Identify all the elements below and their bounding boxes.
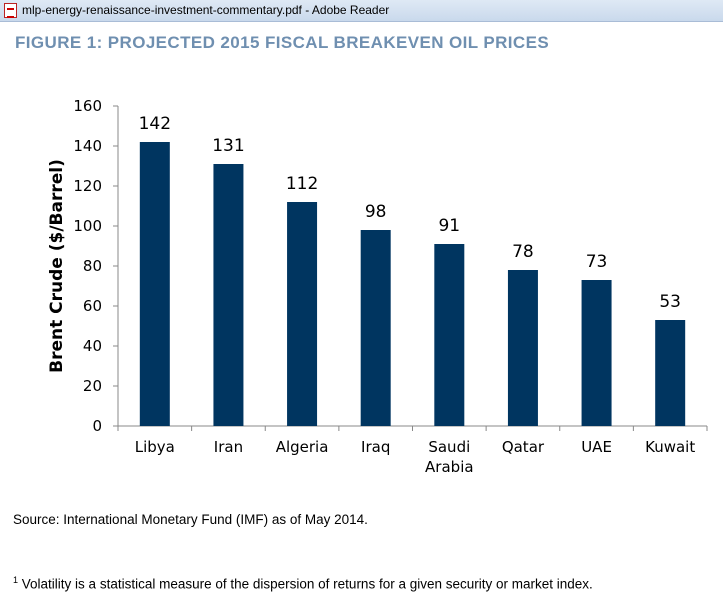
data-label: 78 [512,242,534,262]
y-tick-label: 120 [73,177,102,195]
pdf-icon [4,3,17,18]
y-tick-label: 100 [73,217,102,235]
footnote-marker: 1 [13,575,19,585]
figure-title: FIGURE 1: PROJECTED 2015 FISCAL BREAKEVE… [15,33,550,52]
footnote-text: Volatility is a statistical measure of t… [21,576,593,592]
bar [139,142,170,426]
data-label: 131 [212,136,244,156]
window-title: mlp-energy-renaissance-investment-commen… [22,3,390,17]
data-label: 112 [286,174,318,194]
window-title-bar: mlp-energy-renaissance-investment-commen… [0,0,723,22]
bar [581,280,612,426]
bar [213,164,244,426]
y-tick-label: 160 [73,97,102,115]
x-tick-label: Kuwait [645,438,695,456]
bar [287,202,318,426]
y-axis-title: Brent Crude ($/Barrel) [47,159,67,373]
source-note: Source: International Monetary Fund (IMF… [13,512,368,527]
y-tick-label: 40 [83,337,102,355]
data-label: 142 [139,114,171,134]
y-tick-label: 80 [83,257,102,275]
y-tick-label: 60 [83,297,102,315]
x-tick-label: Qatar [502,438,545,456]
x-tick-label: Iraq [361,438,390,456]
bar [655,320,686,426]
x-tick-label: Saudi Arabia [425,438,474,476]
bar-chart: 0 20 40 60 80 100 120 140 160 142 Libya 131 Iran 112 A… [47,97,708,476]
data-label: 98 [365,202,387,222]
y-tick-label: 140 [73,137,102,155]
x-tick-label: UAE [581,438,612,456]
x-tick-label: Libya [135,438,175,456]
data-label: 73 [586,252,608,272]
x-tick-label: Iran [214,438,243,456]
data-label: 53 [659,292,681,312]
bar [507,270,538,426]
y-tick-label: 20 [83,377,102,395]
data-label: 91 [438,216,460,236]
y-tick-label: 0 [92,417,102,435]
footnote: 1 Volatility is a statistical measure of… [13,575,593,592]
bar [360,230,391,426]
x-tick-label: Algeria [276,438,329,456]
bar [434,244,465,426]
